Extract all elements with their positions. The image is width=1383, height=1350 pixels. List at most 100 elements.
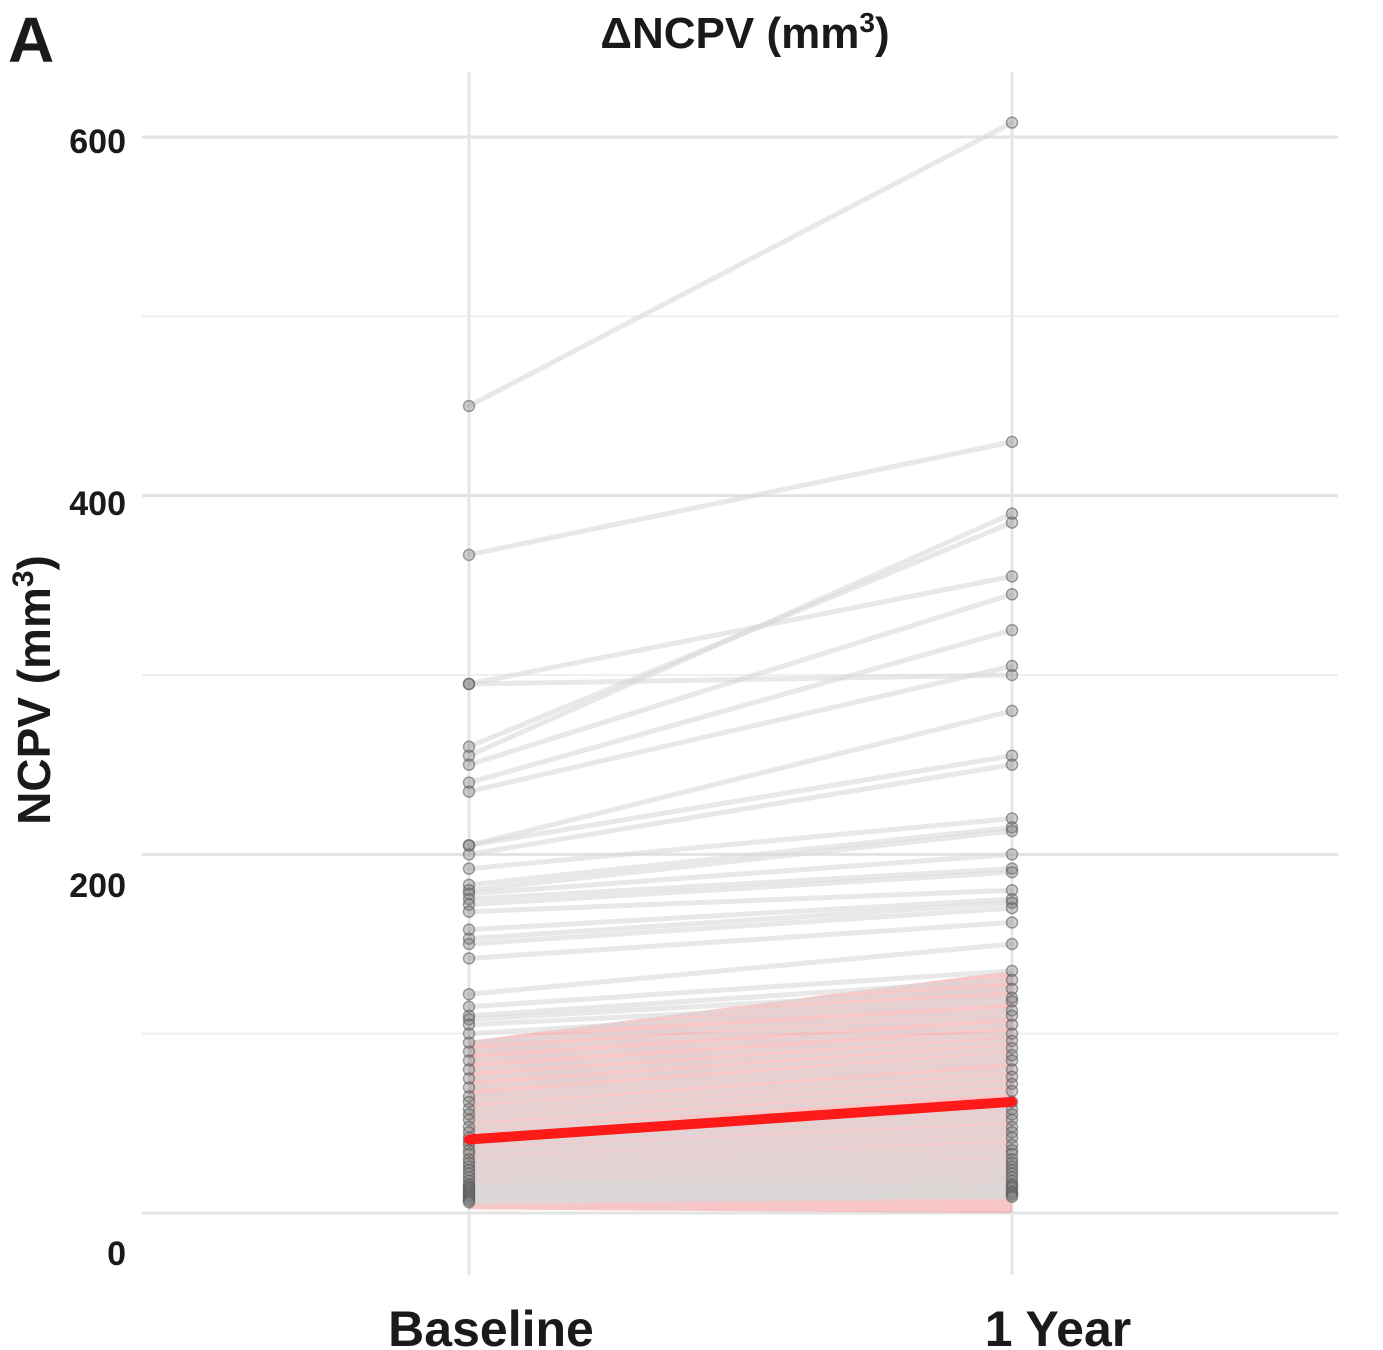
subject-point-0-baseline [462, 399, 476, 413]
subject-point-12-baseline [462, 862, 476, 875]
y-tick-label-200: 200 [69, 867, 126, 905]
y-axis-label: NCPV (mm3) [7, 555, 60, 825]
subject-point-33-baseline [462, 1072, 476, 1085]
subject-point-0-year1 [1005, 116, 1019, 129]
subject-point-19-baseline [462, 923, 476, 936]
subject-point-6-baseline [462, 758, 476, 771]
subject-line-24 [466, 968, 1015, 1010]
subject-point-6-year1 [1005, 588, 1019, 601]
subject-line-38 [466, 1074, 1015, 1117]
subject-line-34 [466, 1045, 1015, 1090]
subject-point-19-year1 [1005, 892, 1019, 906]
x-tick-label-baseline: Baseline [388, 1301, 594, 1350]
subject-line-19 [466, 896, 1015, 933]
subject-line-8 [466, 663, 1015, 795]
subject-line-17 [466, 869, 1015, 908]
subject-point-64-year1 [1005, 1190, 1019, 1204]
chart-title-end: ) [875, 9, 890, 58]
subject-line-21 [466, 905, 1015, 947]
subject-point-7-baseline [462, 776, 476, 789]
subject-point-18-baseline [462, 905, 476, 918]
subject-point-13-year1 [1005, 821, 1019, 834]
subject-line-64 [466, 1194, 1015, 1205]
subject-line-50 [466, 1151, 1015, 1173]
subject-point-5-baseline [462, 749, 476, 762]
subject-line-15 [466, 851, 1015, 897]
subject-line-32 [466, 1031, 1015, 1073]
y-axis-label-base: NCPV (mm [8, 587, 60, 825]
subject-point-16-year1 [1005, 862, 1019, 875]
subject-line-9 [466, 708, 1015, 848]
subject-line-47 [466, 1135, 1015, 1162]
subject-point-7-year1 [1005, 623, 1019, 637]
subject-line-31 [466, 1022, 1015, 1064]
subject-point-9-year1 [1005, 704, 1019, 718]
subject-point-22-baseline [462, 952, 476, 965]
chart-title: ΔNCPV (mm3) [600, 7, 889, 58]
subject-point-30-baseline [462, 1045, 476, 1058]
subject-line-45 [466, 1124, 1015, 1153]
subject-point-40-year1 [1005, 1084, 1019, 1098]
subject-point-45-baseline [462, 1143, 476, 1157]
subject-line-5 [466, 511, 1015, 759]
subject-line-36 [466, 1058, 1015, 1105]
subject-point-4-baseline [462, 740, 476, 753]
subject-point-14-baseline [462, 883, 476, 897]
subject-point-10-baseline [462, 839, 476, 852]
subject-line-44 [466, 1117, 1015, 1148]
subject-point-29-baseline [462, 1036, 476, 1049]
subject-line-11 [466, 762, 1015, 857]
subject-point-18-year1 [1005, 883, 1019, 897]
subject-point-26-year1 [1005, 982, 1019, 996]
subject-point-17-year1 [1005, 866, 1019, 879]
subject-point-31-baseline [462, 1054, 476, 1067]
subject-line-25 [466, 977, 1015, 1019]
subject-line-16 [466, 866, 1015, 902]
subject-point-4-year1 [1005, 516, 1019, 529]
subject-point-21-year1 [1005, 901, 1019, 915]
subject-point-10-year1 [1005, 749, 1019, 762]
subject-point-27-year1 [1005, 991, 1019, 1005]
subject-point-32-baseline [462, 1063, 476, 1076]
subject-line-22 [466, 919, 1015, 961]
subject-point-49-year1 [1005, 1143, 1019, 1157]
subject-line-53 [466, 1163, 1015, 1184]
subject-line-29 [466, 1007, 1015, 1046]
subject-point-8-year1 [1005, 659, 1019, 673]
subject-point-64-baseline [462, 1195, 476, 1209]
subject-point-28-year1 [1005, 995, 1019, 1008]
subject-point-14-year1 [1005, 824, 1019, 838]
subject-point-28-baseline [462, 1027, 476, 1040]
x-tick-label-1-year: 1 Year [985, 1301, 1131, 1350]
subject-line-48 [466, 1142, 1015, 1166]
subject-point-36-year1 [1005, 1054, 1019, 1067]
panel-letter: A [8, 4, 54, 76]
subject-point-34-baseline [462, 1081, 476, 1094]
subject-line-6 [466, 591, 1015, 768]
subject-line-49 [466, 1147, 1015, 1169]
subject-point-3-baseline [462, 677, 476, 691]
subject-point-24-baseline [462, 1000, 476, 1014]
subject-line-20 [466, 900, 1015, 942]
subject-line-35 [466, 1052, 1015, 1099]
y-tick-label-600: 600 [69, 123, 126, 161]
subject-line-3 [466, 573, 1015, 687]
subject-point-25-year1 [1005, 973, 1019, 987]
subject-line-12 [466, 815, 1015, 872]
y-axis-label-sup: 3 [7, 570, 40, 587]
subject-point-22-year1 [1005, 916, 1019, 929]
y-axis-label-end: ) [8, 555, 60, 570]
subject-point-31-year1 [1005, 1018, 1019, 1031]
subject-line-30 [466, 1013, 1015, 1055]
subject-line-40 [466, 1088, 1015, 1130]
subject-line-33 [466, 1038, 1015, 1081]
subject-point-1-year1 [1005, 435, 1019, 449]
mean-line-layer [464, 1096, 1017, 1145]
subject-line-52 [466, 1160, 1015, 1180]
subject-line-7 [466, 627, 1015, 786]
subject-line-26 [466, 986, 1015, 1022]
subject-line-28 [466, 998, 1015, 1037]
subject-points-layer [462, 116, 1019, 1209]
subject-point-21-baseline [462, 937, 476, 951]
